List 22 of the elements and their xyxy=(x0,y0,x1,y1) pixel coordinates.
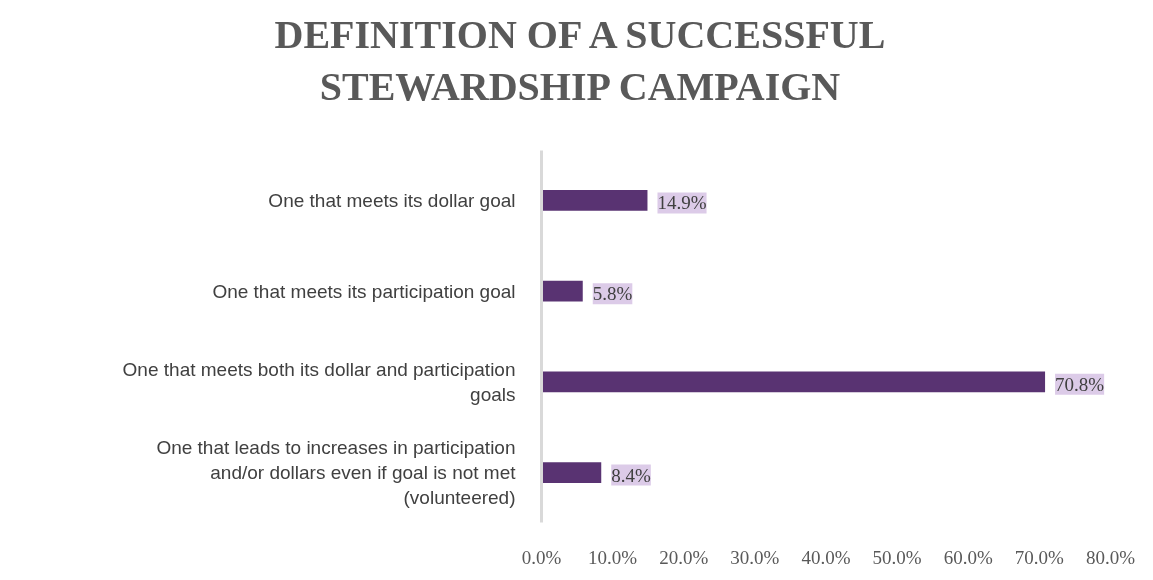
x-tick-label: 50.0% xyxy=(872,546,922,568)
bar xyxy=(541,371,1046,393)
x-tick-label: 30.0% xyxy=(730,546,780,568)
data-label: 70.8% xyxy=(1055,373,1105,395)
x-tick-label: 10.0% xyxy=(588,546,638,568)
x-tick-label: 40.0% xyxy=(801,546,851,568)
data-label: 14.9% xyxy=(657,192,707,214)
data-label: 8.4% xyxy=(611,464,651,486)
chart-title: DEFINITION OF A SUCCESSFUL STEWARDSHIP CAMPAIGN xyxy=(274,11,886,111)
x-tick-label: 70.0% xyxy=(1014,546,1065,568)
bar xyxy=(541,280,583,302)
y-tick-label: One that meets both its dollar and participation goals xyxy=(122,358,516,405)
x-tick-label: 60.0% xyxy=(943,546,993,568)
x-tick-label: 80.0% xyxy=(1085,546,1136,568)
data-label: 5.8% xyxy=(592,283,633,305)
bar xyxy=(541,189,648,211)
y-tick-label: One that meets its dollar goal xyxy=(268,189,516,211)
y-tick-label: One that leads to increases in participation and/or dollars even if goal is not met (volunteered) xyxy=(156,436,517,509)
x-tick-label: 0.0% xyxy=(521,546,562,568)
x-tick-label: 20.0% xyxy=(659,546,709,568)
y-tick-label: One that meets its participation goal xyxy=(212,280,516,302)
bar xyxy=(541,462,602,484)
